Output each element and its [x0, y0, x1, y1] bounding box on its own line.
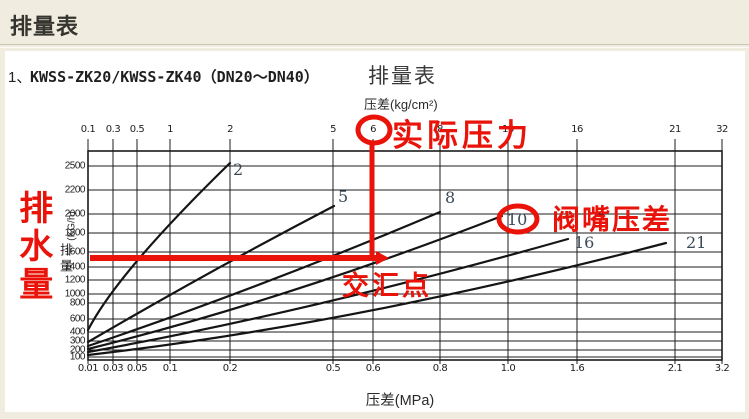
- top-tick-label: 8: [437, 124, 443, 135]
- top-tick-label: 0.3: [105, 124, 121, 135]
- annotation-nozzle-dp: 阀嘴压差: [552, 203, 673, 236]
- y-tick-label: 1600: [64, 246, 86, 258]
- annotation-actual-pressure: 实际压力: [392, 118, 532, 154]
- bottom-tick-label: 2.1: [667, 363, 683, 374]
- bottom-tick-label: 0.5: [325, 363, 341, 374]
- bottom-tick-label: 0.01: [77, 363, 99, 374]
- top-tick-label: 32: [716, 124, 728, 135]
- bottom-axis-title: 压差(MPa): [365, 393, 435, 409]
- top-tick-label: 2: [227, 124, 233, 135]
- curve-value-label: 21: [686, 233, 707, 252]
- bottom-tick-label: 0.2: [222, 363, 238, 374]
- top-tick-label: 5: [330, 124, 336, 135]
- y-axis-title: 排量: [58, 243, 73, 275]
- curve-value-label: 16: [574, 233, 595, 252]
- curve-value-label: 5: [338, 187, 349, 206]
- annotation-drain-flow: 排水量: [12, 190, 53, 304]
- header-divider: [0, 44, 749, 48]
- bottom-tick-label: 1.0: [500, 363, 516, 374]
- y-tick-label: 1400: [64, 261, 86, 273]
- curve-value-label: 8: [445, 188, 456, 207]
- y-tick-label: 1800: [64, 227, 86, 239]
- chart-title: 排量表: [368, 65, 437, 88]
- y-tick-label: 200: [69, 344, 86, 356]
- bottom-tick-label: 0.03: [102, 363, 124, 374]
- top-tick-label: 21: [669, 124, 681, 135]
- y-tick-label: 1000: [64, 288, 86, 300]
- y-tick-label: 2500: [64, 160, 86, 172]
- bottom-tick-label: 1.6: [569, 363, 585, 374]
- top-tick-label: 16: [571, 124, 583, 135]
- bottom-tick-label: 0.6: [365, 363, 381, 374]
- y-tick-label: 300: [69, 335, 86, 347]
- bottom-tick-label: 0.8: [432, 363, 448, 374]
- y-tick-label: 400: [69, 326, 86, 338]
- y-tick-label: 800: [69, 297, 86, 309]
- top-tick-label: 0.5: [129, 124, 145, 135]
- bottom-tick-label: 0.1: [162, 363, 178, 374]
- top-tick-label: 1: [167, 124, 173, 135]
- page-title: 排量表: [10, 14, 80, 39]
- top-tick-label: 10: [502, 124, 514, 135]
- y-tick-label: 2000: [64, 208, 86, 220]
- model-title: KWSS-ZK20/KWSS-ZK40（DN20～DN40）: [30, 68, 319, 86]
- top-axis-title: 压差(kg/cm²): [364, 97, 438, 112]
- section-number: 1、: [8, 69, 32, 86]
- y-tick-label: 100: [69, 351, 86, 363]
- y-tick-label: 600: [69, 313, 86, 325]
- bottom-tick-label: 3.2: [714, 363, 730, 374]
- bottom-tick-label: 0.05: [126, 363, 148, 374]
- curve-value-label: 2: [233, 160, 244, 179]
- annotation-intersection: 交汇点: [342, 271, 432, 302]
- top-tick-label: 0.1: [80, 124, 96, 135]
- y-tick-label: 1200: [64, 274, 86, 286]
- y-tick-label: 2200: [64, 184, 86, 196]
- top-tick-label: 6: [370, 124, 376, 135]
- curve-value-label: 10: [507, 210, 528, 229]
